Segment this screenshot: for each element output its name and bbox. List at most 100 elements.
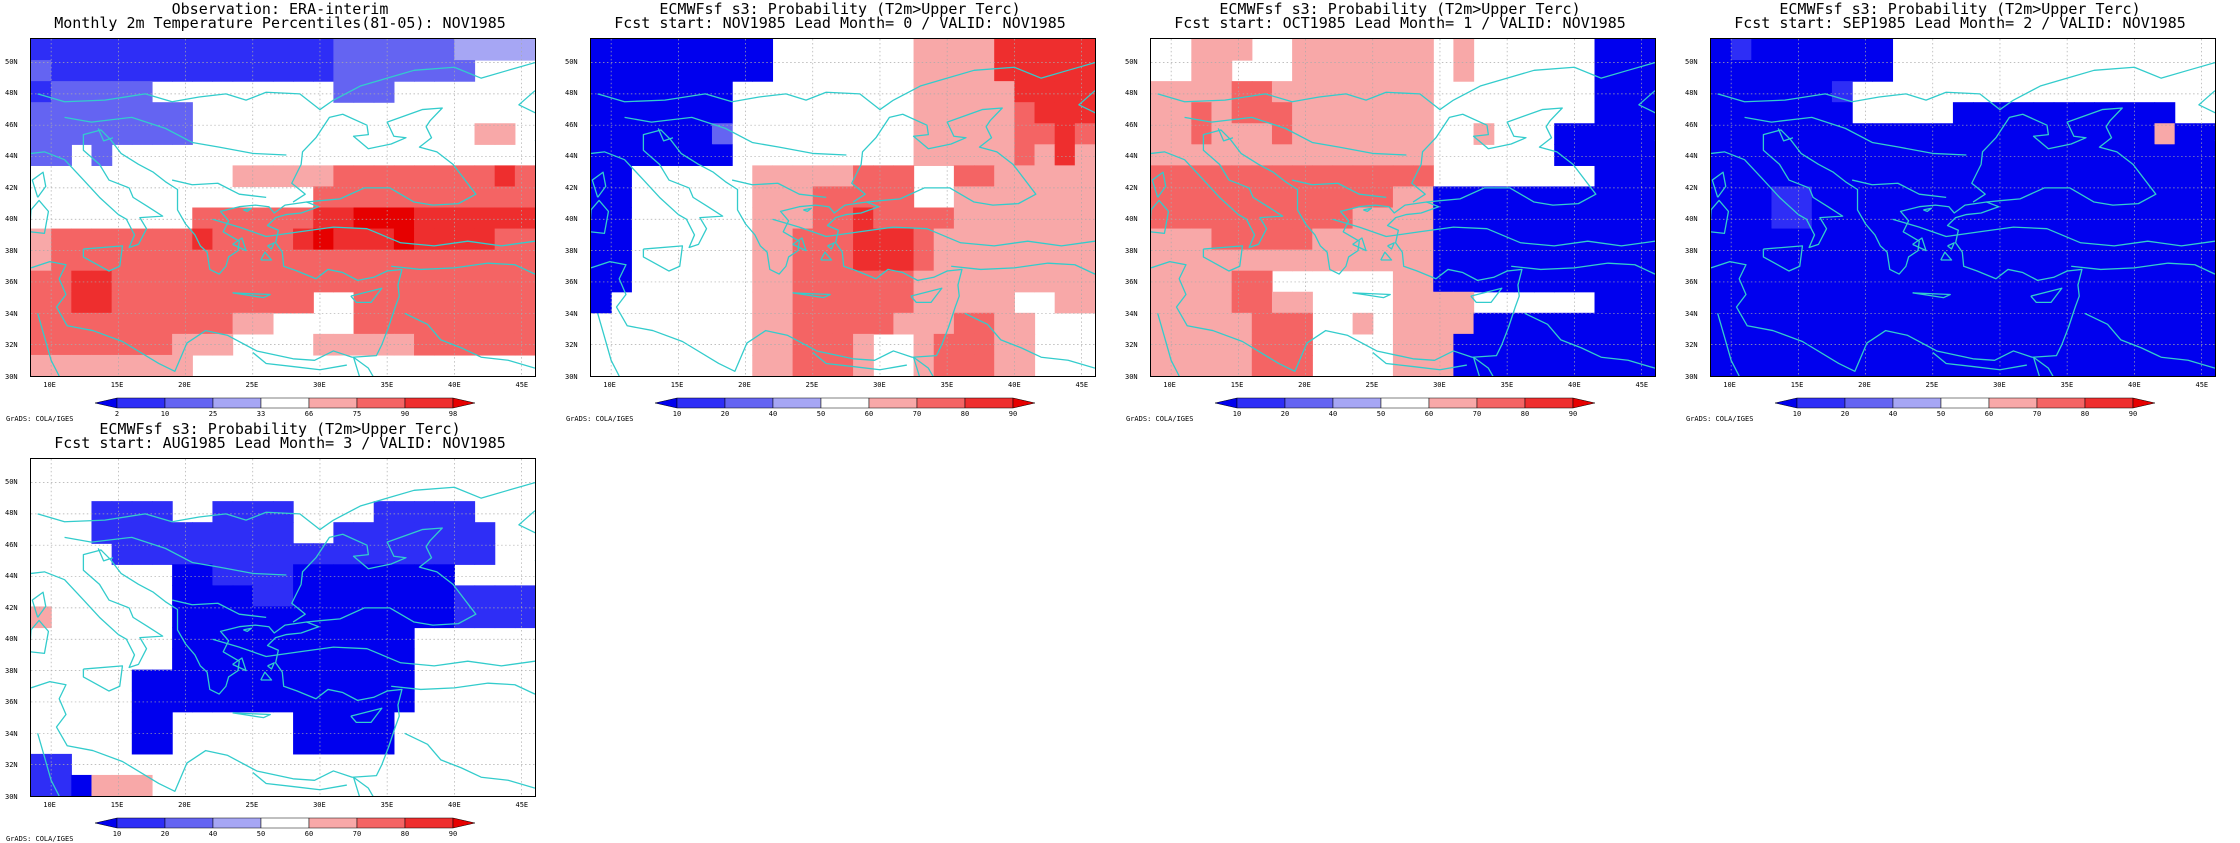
grid-cell: [1554, 144, 1575, 166]
grid-cell: [772, 249, 794, 272]
grid-cell: [293, 228, 314, 251]
grid-cell: [933, 39, 955, 61]
grid-cell: [2033, 207, 2055, 230]
grid-cell: [2134, 291, 2156, 314]
grid-cell: [2033, 102, 2055, 124]
grid-cell: [1231, 81, 1253, 103]
grid-cell: [111, 81, 133, 103]
grid-cell: [974, 60, 995, 82]
grid-cell: [91, 123, 113, 145]
coastline: [1851, 179, 1947, 199]
grid-cell: [313, 228, 334, 251]
grid-cell: [293, 249, 314, 272]
grid-cell: [1151, 333, 1172, 356]
grid-cell: [953, 39, 975, 61]
grid-cell: [1614, 102, 1636, 124]
grid-cell: [953, 207, 975, 230]
grid-cell: [2194, 270, 2215, 293]
grid-cell: [611, 81, 632, 103]
grid-cell: [772, 186, 794, 209]
coastline: [31, 619, 50, 654]
grid-cell: [671, 102, 693, 124]
grid-cell: [913, 249, 935, 272]
coastline: [624, 116, 847, 156]
grid-cell: [1973, 102, 1994, 124]
grid-cell: [1211, 144, 1233, 166]
grid-cell: [1352, 312, 1374, 335]
grid-cell: [232, 165, 254, 188]
grid-cell: [591, 186, 612, 209]
grid-cell: [434, 165, 455, 188]
grid-cell: [1614, 312, 1636, 335]
grid-cell: [393, 60, 415, 82]
grid-cell: [71, 60, 93, 82]
grid-cell: [1751, 81, 1773, 103]
grid-cell: [313, 333, 334, 356]
grid-cell: [232, 543, 254, 565]
grid-cell: [2114, 354, 2135, 376]
grid-cell: [353, 333, 375, 356]
grid-cell: [454, 39, 476, 61]
coastline: [232, 712, 271, 719]
coastline: [212, 218, 535, 247]
grid-cell: [2013, 291, 2035, 314]
grid-cell: [1771, 354, 1793, 376]
grid-cell: [434, 543, 455, 565]
grid-cell: [631, 144, 653, 166]
grid-cell: [2114, 291, 2135, 314]
grid-cell: [1614, 144, 1636, 166]
grid-cell: [1811, 207, 1833, 230]
coastline: [772, 218, 1095, 247]
grid-cell: [1912, 207, 1934, 230]
grid-cell: [313, 585, 334, 608]
grid-cell: [474, 123, 496, 145]
grid-cell: [71, 270, 93, 293]
grid-cell: [1852, 228, 1873, 251]
grid-cell: [752, 270, 774, 293]
grid-cell: [31, 606, 52, 629]
grid-cell: [514, 249, 535, 272]
grid-cell: [1952, 102, 1974, 124]
grid-cell: [1872, 354, 1894, 376]
grid-cell: [1251, 354, 1273, 376]
grid-cell: [333, 249, 355, 272]
grid-cell: [2114, 333, 2135, 356]
grid-cell: [1292, 228, 1313, 251]
grid-cell: [832, 207, 854, 230]
grid-cell: [1054, 291, 1076, 314]
grid-cell: [1054, 228, 1076, 251]
grid-cell: [1711, 228, 1732, 251]
grid-cell: [1993, 354, 2014, 376]
grid-cell: [1014, 207, 1036, 230]
grid-cell: [333, 39, 355, 61]
grid-cell: [151, 291, 173, 314]
legend-swatch: [1844, 397, 1894, 409]
grid-cell: [1191, 123, 1213, 145]
grid-cell: [832, 312, 854, 335]
grid-cell: [1292, 354, 1313, 376]
grid-cell: [1731, 291, 1752, 314]
coastline: [792, 292, 831, 299]
grid-cell: [333, 711, 355, 734]
lat-tick-label: 42N: [5, 603, 18, 612]
grid-cell: [293, 648, 314, 671]
grid-cell: [192, 648, 214, 671]
grid-cell: [313, 270, 334, 293]
grid-cell: [974, 165, 995, 188]
grid-cell: [1831, 60, 1853, 82]
shaded-grid: [1151, 39, 1655, 376]
grid-cell: [494, 585, 516, 608]
grid-cell: [1711, 123, 1732, 145]
lat-tick-label: 34N: [1685, 309, 1698, 318]
grid-cell: [252, 543, 274, 565]
grid-cell: [711, 102, 733, 124]
grid-cell: [514, 606, 535, 629]
grid-cell: [1332, 81, 1354, 103]
legend-label: 60: [1984, 410, 1994, 418]
grid-cell: [1912, 270, 1934, 293]
grid-cell: [71, 81, 93, 103]
grid-cell: [212, 690, 234, 713]
coastline: [64, 536, 287, 576]
grid-cell: [232, 627, 254, 650]
grid-cell: [252, 228, 274, 251]
